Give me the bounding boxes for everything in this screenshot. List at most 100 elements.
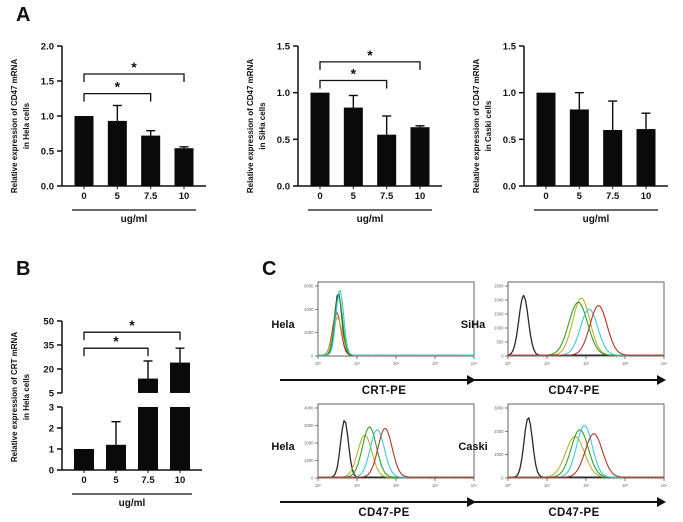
svg-text:ug/ml: ug/ml xyxy=(119,498,146,509)
svg-text:0.0: 0.0 xyxy=(41,182,54,193)
svg-text:0: 0 xyxy=(49,466,54,477)
svg-text:1500: 1500 xyxy=(494,312,504,317)
error-bar xyxy=(143,360,153,379)
svg-text:*: * xyxy=(367,47,373,63)
svg-text:0.5: 0.5 xyxy=(41,147,55,158)
bar-lower-segment xyxy=(138,406,158,470)
svg-text:0: 0 xyxy=(81,475,86,486)
svg-text:2000: 2000 xyxy=(304,330,314,335)
cell-line-label: Caski xyxy=(458,441,488,453)
svg-text:6000: 6000 xyxy=(304,284,314,289)
svg-text:0: 0 xyxy=(317,191,322,202)
svg-text:1000: 1000 xyxy=(304,458,314,463)
svg-text:7.5: 7.5 xyxy=(141,475,155,486)
svg-text:10¹: 10¹ xyxy=(544,361,551,366)
svg-text:1000: 1000 xyxy=(494,326,504,331)
error-bar xyxy=(348,94,358,108)
bar xyxy=(636,129,656,186)
error-bar xyxy=(415,125,425,128)
bar xyxy=(106,444,126,470)
svg-text:2500: 2500 xyxy=(494,284,504,289)
svg-text:*: * xyxy=(351,66,357,82)
bar-upper-segment xyxy=(138,378,158,393)
svg-text:10³: 10³ xyxy=(432,483,439,488)
panel-c-label: C xyxy=(262,258,277,280)
svg-text:3000: 3000 xyxy=(304,423,314,428)
svg-text:1000: 1000 xyxy=(494,452,504,457)
svg-text:35: 35 xyxy=(43,340,54,351)
bar-lower-segment xyxy=(170,406,190,470)
bar-upper-segment xyxy=(170,362,190,393)
svg-text:1.0: 1.0 xyxy=(41,112,54,123)
bar-chart-block-cd47-siha: Relative expression of CD47 mRNA in SiHa… xyxy=(236,16,458,256)
svg-text:10⁰: 10⁰ xyxy=(505,483,512,488)
svg-text:2: 2 xyxy=(49,423,54,434)
svg-text:10⁴: 10⁴ xyxy=(661,483,668,488)
svg-text:ug/ml: ug/ml xyxy=(121,214,148,225)
svg-text:0.0: 0.0 xyxy=(503,182,516,193)
svg-text:7.5: 7.5 xyxy=(380,191,394,202)
bar-chart-block-cd47-hela: Relative expression of CD47 mRNA in Hela… xyxy=(0,16,222,256)
svg-text:3: 3 xyxy=(49,402,54,413)
histogram-curve-cyan xyxy=(318,289,474,356)
svg-text:ug/ml: ug/ml xyxy=(357,214,384,225)
svg-text:5: 5 xyxy=(49,388,55,399)
bar xyxy=(107,120,127,186)
svg-text:0: 0 xyxy=(311,476,314,481)
x-axis-arrow xyxy=(470,375,666,385)
svg-text:10²: 10² xyxy=(583,361,590,366)
bar xyxy=(377,134,397,186)
significance-bracket xyxy=(83,92,152,102)
svg-text:ug/ml: ug/ml xyxy=(583,214,610,225)
bar xyxy=(310,92,330,186)
svg-text:10: 10 xyxy=(175,475,186,486)
svg-text:1: 1 xyxy=(49,444,55,455)
flow-plot-block-siha-cd47: SiHa 2500 2000 1500 1000 500 0 10⁰ 10¹ 10² 10³ 10⁴… xyxy=(456,279,672,399)
svg-text:1.0: 1.0 xyxy=(277,88,290,99)
svg-text:10¹: 10¹ xyxy=(544,483,551,488)
svg-text:2.0: 2.0 xyxy=(41,42,54,53)
svg-text:4000: 4000 xyxy=(304,406,314,411)
panel-b-label: B xyxy=(16,258,31,280)
svg-text:0: 0 xyxy=(501,354,504,359)
svg-text:10⁰: 10⁰ xyxy=(315,361,322,366)
error-bar xyxy=(111,420,121,445)
significance-bracket xyxy=(83,73,185,82)
bars xyxy=(536,92,656,186)
svg-text:0: 0 xyxy=(543,191,548,202)
svg-text:10¹: 10¹ xyxy=(354,361,361,366)
svg-text:7.5: 7.5 xyxy=(606,191,620,202)
svg-text:10¹: 10¹ xyxy=(354,483,361,488)
svg-text:500: 500 xyxy=(497,340,505,345)
arrow-shaft xyxy=(280,501,468,504)
svg-text:10: 10 xyxy=(641,191,652,202)
bar xyxy=(74,116,94,186)
cell-line-label: SiHa xyxy=(460,319,486,331)
svg-text:0: 0 xyxy=(311,354,314,359)
svg-text:10⁴: 10⁴ xyxy=(661,361,668,366)
svg-text:5: 5 xyxy=(577,191,583,202)
bar-chart-block-cd47-caski: Relative expression of CD47 mRNA in Cask… xyxy=(462,16,683,256)
arrow-head-icon xyxy=(657,497,666,507)
svg-text:0.5: 0.5 xyxy=(503,135,517,146)
svg-text:50: 50 xyxy=(43,317,54,328)
x-axis-arrow xyxy=(280,375,476,385)
error-bar xyxy=(175,347,185,363)
bar-chart-cd47-hela: 0.0 0.5 1.0 1.5 2.0 0 5 7.5 10 ug/ml * * xyxy=(41,42,206,225)
x-axis-arrow xyxy=(280,497,476,507)
svg-text:0.0: 0.0 xyxy=(277,182,290,193)
bars xyxy=(310,92,430,186)
significance-bracket xyxy=(83,347,149,357)
significance-bracket xyxy=(319,61,421,70)
cell-line-label: Hela xyxy=(271,441,295,453)
bar xyxy=(74,448,94,470)
plot-frame xyxy=(317,403,475,479)
arrow-shaft xyxy=(280,379,468,382)
arrow-head-icon xyxy=(657,375,666,385)
svg-text:2000: 2000 xyxy=(494,429,504,434)
error-bar xyxy=(179,146,189,149)
histogram-curve-red xyxy=(508,433,664,478)
